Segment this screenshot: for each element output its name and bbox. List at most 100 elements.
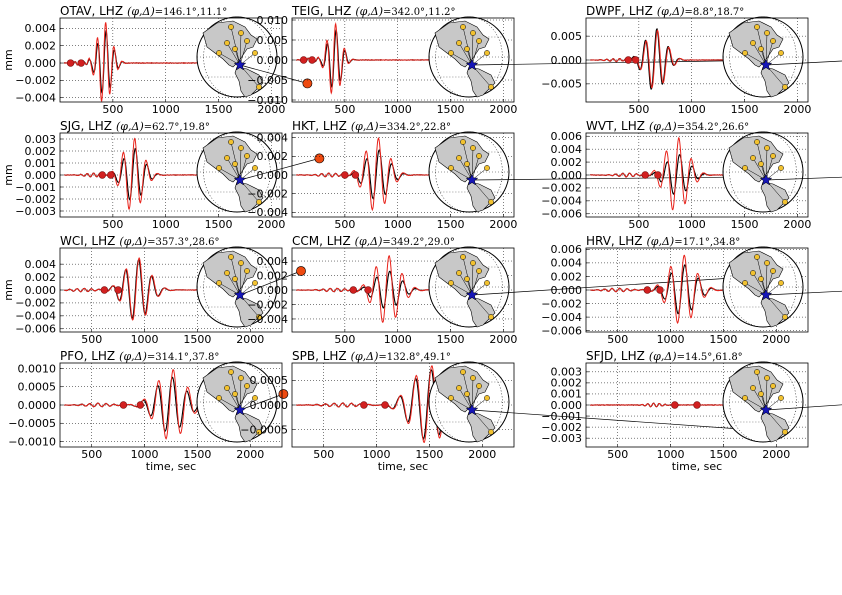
pick-marker xyxy=(341,171,349,179)
y-tick-label: 0.000 xyxy=(551,399,583,412)
globe-meridian xyxy=(729,131,797,213)
ray-path xyxy=(226,272,241,296)
panel-title-angles: =342.0°,11.2° xyxy=(383,7,455,18)
x-tick-label: 2000 xyxy=(783,218,811,231)
panel-title-angles: =17.1°,34.8° xyxy=(674,237,740,248)
event-star-icon xyxy=(759,403,773,416)
x-tick-label: 500 xyxy=(102,103,123,116)
panel-title-station: WCI, LHZ xyxy=(60,234,115,248)
highlight-station-marker xyxy=(302,78,313,89)
ray-path-highlight xyxy=(239,393,284,411)
station-marker xyxy=(754,369,760,375)
y-tick-label: −0.002 xyxy=(541,421,582,434)
x-tick-label: 2000 xyxy=(468,448,496,461)
pick-marker xyxy=(77,59,85,67)
station-marker xyxy=(764,375,770,381)
y-tick-label: 0.001 xyxy=(25,157,57,170)
panel-title: WVT, LHZ (φ,Δ)=354.2°,26.6° xyxy=(586,119,749,133)
y-tick-label: 0.004 xyxy=(257,131,289,144)
pick-marker xyxy=(364,286,372,294)
station-marker xyxy=(216,395,222,401)
station-marker xyxy=(224,155,230,161)
y-tick-label: −0.0005 xyxy=(8,417,56,430)
x-tick-label: 2000 xyxy=(236,333,264,346)
y-tick-label: −0.004 xyxy=(541,311,582,324)
station-marker xyxy=(754,139,760,145)
y-tick-label: 0.000 xyxy=(25,169,57,182)
x-tick-label: 500 xyxy=(313,448,334,461)
y-tick-label: −0.002 xyxy=(15,74,56,87)
highlight-station-marker xyxy=(314,153,325,164)
station-marker xyxy=(770,38,776,44)
station-marker xyxy=(484,395,490,401)
station-marker xyxy=(758,276,764,282)
globe-meridian xyxy=(428,361,510,443)
panel-title-station: OTAV, LHZ xyxy=(60,4,123,18)
y-tick-label: 0.006 xyxy=(551,243,583,256)
station-marker xyxy=(456,40,462,46)
pick-marker xyxy=(643,286,652,294)
event-star-icon xyxy=(465,58,479,71)
station-marker xyxy=(252,165,258,171)
station-marker xyxy=(488,84,494,90)
x-tick-label: 1500 xyxy=(731,218,759,231)
ray-path xyxy=(765,270,774,296)
station-marker xyxy=(782,84,788,90)
station-marker xyxy=(238,145,244,151)
y-tick-label: 0.004 xyxy=(551,257,583,270)
panel-title-angles: =314.1°,37.8° xyxy=(147,352,219,363)
y-tick-label: −0.003 xyxy=(15,205,56,218)
station-marker xyxy=(224,385,230,391)
panel-title: DWPF, LHZ (φ,Δ)=8.8°,18.7° xyxy=(586,4,744,18)
station-marker xyxy=(252,395,258,401)
x-tick-label: 1000 xyxy=(657,448,685,461)
station-marker xyxy=(448,395,454,401)
x-tick-label: 1000 xyxy=(384,333,412,346)
y-tick-label: −0.004 xyxy=(15,91,56,104)
y-tick-label: −0.004 xyxy=(247,206,288,219)
station-marker xyxy=(476,153,482,159)
ray-path xyxy=(752,42,767,66)
x-tick-label: 1500 xyxy=(709,448,737,461)
x-tick-label: 1500 xyxy=(183,448,211,461)
y-tick-label: 0.0010 xyxy=(18,362,57,375)
station-marker xyxy=(448,280,454,286)
globe-meridian xyxy=(428,246,510,328)
event-star-icon xyxy=(465,288,479,301)
panel-otav: 500 1000 1500 2000 −0.004 −0.002 0.000 0.002 0.0… xyxy=(2,4,313,116)
station-marker xyxy=(742,280,748,286)
ray-path xyxy=(230,256,241,296)
globe-meridian xyxy=(729,16,797,98)
continent-south-america xyxy=(760,411,790,443)
globe-meridian xyxy=(428,131,510,213)
ray-path xyxy=(239,270,248,296)
pick-marker xyxy=(136,401,145,409)
station-marker xyxy=(232,46,238,52)
pick-marker xyxy=(308,56,316,64)
y-tick-label: 0.000 xyxy=(25,57,57,70)
event-star-icon xyxy=(233,58,247,71)
panel-wci: 500 1000 1500 2000−0.006−0.004−0.0020.0000.… xyxy=(2,234,306,346)
y-tick-label: −0.002 xyxy=(247,187,288,200)
panel-title: HKT, LHZ (φ,Δ)=334.2°,22.8° xyxy=(292,119,451,133)
station-marker xyxy=(244,268,250,274)
panel-title-station: DWPF, LHZ xyxy=(586,4,653,18)
panel-title-angles: =146.1°,11.1° xyxy=(155,7,227,18)
ray-path-highlight xyxy=(239,158,320,181)
y-tick-label: 0.000 xyxy=(551,169,583,182)
station-marker xyxy=(456,385,462,391)
x-tick-label: 1500 xyxy=(437,103,465,116)
ray-path xyxy=(471,270,480,296)
panel-title-symbols: (φ,Δ) xyxy=(351,350,379,363)
x-tick-label: 1500 xyxy=(731,103,759,116)
y-tick-label: 0.002 xyxy=(551,377,583,390)
y-tick-label: 0.003 xyxy=(25,133,57,146)
panel-title-angles: =14.5°,61.8° xyxy=(677,352,743,363)
panel-title: SFJD, LHZ (φ,Δ)=14.5°,61.8° xyxy=(586,349,743,363)
station-marker xyxy=(460,24,466,30)
y-tick-label: −0.0010 xyxy=(8,435,56,448)
x-tick-label: 1000 xyxy=(657,333,685,346)
globe-meridian xyxy=(722,246,804,328)
